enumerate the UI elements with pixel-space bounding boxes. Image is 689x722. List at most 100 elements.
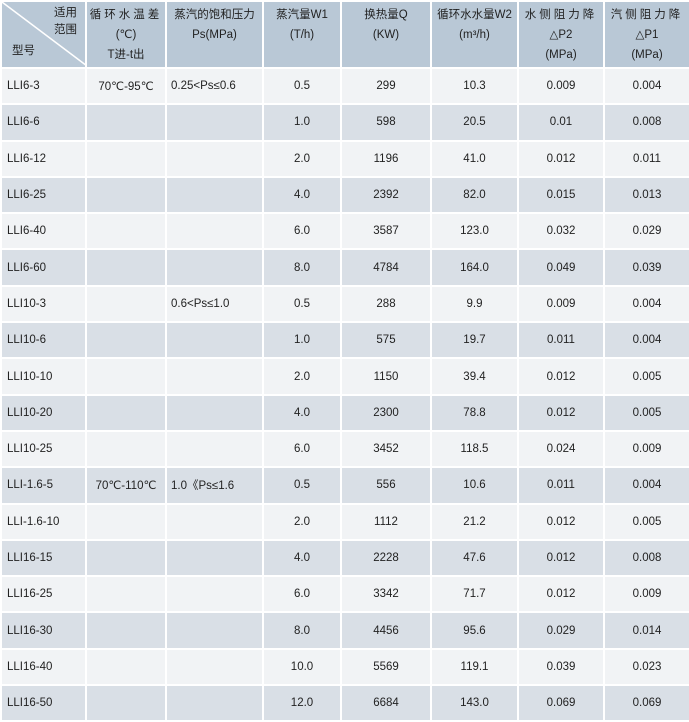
column-header-line: △P2 — [549, 29, 573, 41]
table-cell: 4.0 — [262, 538, 342, 578]
table-row: LLI-1.6-10 2.0 1112 21.2 0.012 0.005 — [0, 502, 689, 541]
corner-label-line2: 范围 — [54, 24, 77, 36]
column-header-line: (KW) — [372, 29, 400, 41]
table-cell: 19.7 — [430, 321, 519, 360]
table-cell — [85, 321, 167, 360]
table-cell — [85, 139, 167, 178]
table-cell: 4784 — [340, 248, 432, 287]
table-cell — [85, 611, 167, 650]
table-cell: 0.004 — [603, 66, 689, 106]
table-cell: 0.009 — [603, 429, 689, 469]
table-cell: 0.005 — [603, 502, 689, 541]
table-cell — [85, 393, 167, 432]
model-cell: LLI6-12 — [0, 139, 87, 178]
table-cell: 4.0 — [262, 393, 342, 432]
table-row: LLI6-3 70℃-95℃ 0.25<Ps≤0.6 0.5 299 10.3 0.009 0… — [0, 66, 689, 106]
model-cell: LLI16-25 — [0, 575, 87, 614]
table-cell — [85, 684, 167, 722]
table-cell: 2.0 — [262, 357, 342, 396]
table-row: LLI10-25 6.0 3452 118.5 0.024 0.009 — [0, 429, 689, 469]
table-cell: 6684 — [340, 684, 432, 722]
table-cell: 0.008 — [603, 538, 689, 578]
table-cell: 556 — [340, 466, 432, 505]
corner-label-line1: 适用 — [54, 7, 77, 19]
table-cell: 0.005 — [603, 393, 689, 432]
column-header-line: △P1 — [635, 29, 659, 41]
model-cell: LLI10-25 — [0, 429, 87, 469]
table-cell: 95.6 — [430, 611, 519, 650]
table-cell: 2300 — [340, 393, 432, 432]
table-cell: 0.004 — [603, 284, 689, 324]
column-header: 水侧阻力降 △P2 (MPa) — [517, 0, 605, 69]
table-cell: 0.014 — [603, 611, 689, 650]
column-header-line: (m³/h) — [459, 29, 490, 41]
table-cell: 0.069 — [517, 684, 605, 722]
table-cell — [165, 575, 264, 614]
table-row: LLI10-10 2.0 1150 39.4 0.012 0.005 — [0, 357, 689, 396]
table-cell: 0.013 — [603, 175, 689, 215]
table-cell: 0.012 — [517, 139, 605, 178]
table-cell: 0.004 — [603, 321, 689, 360]
table-cell — [85, 429, 167, 469]
table-cell: 6.0 — [262, 429, 342, 469]
table-cell: 299 — [340, 66, 432, 106]
table-row: LLI16-40 10.0 5569 119.1 0.039 0.023 — [0, 647, 689, 687]
model-cell: LLI6-25 — [0, 175, 87, 215]
table-cell: 1.0《Ps≤1.6 — [165, 466, 264, 505]
table-cell: 9.9 — [430, 284, 519, 324]
table-cell: 1196 — [340, 139, 432, 178]
table-cell: 119.1 — [430, 647, 519, 687]
table-cell: 1.0 — [262, 103, 342, 142]
column-header-line: 水侧阻力降 — [524, 9, 598, 21]
table-cell: 1150 — [340, 357, 432, 396]
table-row: LLI16-30 8.0 4456 95.6 0.029 0.014 — [0, 611, 689, 650]
model-cell: LLI16-50 — [0, 684, 87, 722]
table-cell — [85, 248, 167, 287]
table-cell: 118.5 — [430, 429, 519, 469]
table-cell: 10.6 — [430, 466, 519, 505]
table-cell: 39.4 — [430, 357, 519, 396]
table-cell: 0.25<Ps≤0.6 — [165, 66, 264, 106]
table-cell: 0.5 — [262, 284, 342, 324]
table-row: LLI6-12 2.0 1196 41.0 0.012 0.011 — [0, 139, 689, 178]
table-cell: 288 — [340, 284, 432, 324]
table-cell: 2392 — [340, 175, 432, 215]
table-cell: 0.5 — [262, 466, 342, 505]
table-cell — [165, 538, 264, 578]
table-cell: 8.0 — [262, 611, 342, 650]
table-cell: 164.0 — [430, 248, 519, 287]
table-cell: 0.012 — [517, 357, 605, 396]
table-row: LLI16-15 4.0 2228 47.6 0.012 0.008 — [0, 538, 689, 578]
model-cell: LLI6-60 — [0, 248, 87, 287]
table-cell: 0.012 — [517, 538, 605, 578]
table-cell: 0.01 — [517, 103, 605, 142]
table-cell — [165, 103, 264, 142]
table-cell: 0.049 — [517, 248, 605, 287]
table-row: LLI6-6 1.0 598 20.5 0.01 0.008 — [0, 103, 689, 142]
model-cell: LLI6-3 — [0, 66, 87, 106]
table-cell: 598 — [340, 103, 432, 142]
table-cell — [165, 248, 264, 287]
table-cell: 10.3 — [430, 66, 519, 106]
column-header: 蒸汽的饱和压力 Ps(MPa) — [165, 0, 264, 69]
column-header-line: 换热量Q — [364, 9, 408, 21]
table-cell: 10.0 — [262, 647, 342, 687]
table-cell: 2.0 — [262, 502, 342, 541]
table-cell: 3587 — [340, 212, 432, 251]
table-cell: 575 — [340, 321, 432, 360]
table-cell — [85, 357, 167, 396]
table-cell — [85, 502, 167, 541]
table-cell: 12.0 — [262, 684, 342, 722]
table-cell: 0.012 — [517, 502, 605, 541]
table-cell: 20.5 — [430, 103, 519, 142]
table-body: LLI6-3 70℃-95℃ 0.25<Ps≤0.6 0.5 299 10.3 0.009 0… — [0, 66, 689, 722]
table-row: LLI10-20 4.0 2300 78.8 0.012 0.005 — [0, 393, 689, 432]
column-header: 蒸汽量W1 (T/h) — [262, 0, 342, 69]
table-cell: 2228 — [340, 538, 432, 578]
model-cell: LLI6-6 — [0, 103, 87, 142]
table-cell — [165, 139, 264, 178]
table-cell: 2.0 — [262, 139, 342, 178]
table-cell: 41.0 — [430, 139, 519, 178]
model-cell: LLI10-6 — [0, 321, 87, 360]
